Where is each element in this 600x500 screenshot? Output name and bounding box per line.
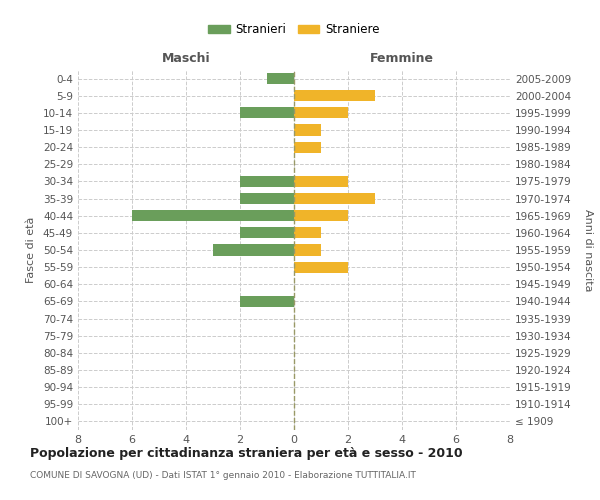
Bar [294, 244, 321, 256]
Bar [240, 296, 294, 307]
Text: Popolazione per cittadinanza straniera per età e sesso - 2010: Popolazione per cittadinanza straniera p… [30, 448, 463, 460]
Bar [294, 124, 321, 136]
Y-axis label: Anni di nascita: Anni di nascita [583, 209, 593, 291]
Bar [294, 108, 348, 118]
Bar [294, 176, 348, 187]
Bar [294, 210, 348, 222]
Bar [240, 193, 294, 204]
Bar [294, 228, 321, 238]
Bar [294, 142, 321, 152]
Bar [132, 210, 294, 222]
Bar [294, 262, 348, 272]
Bar [240, 228, 294, 238]
Bar [294, 90, 375, 102]
Bar [240, 108, 294, 118]
Legend: Stranieri, Straniere: Stranieri, Straniere [203, 18, 385, 40]
Bar [294, 193, 375, 204]
Y-axis label: Fasce di età: Fasce di età [26, 217, 36, 283]
Bar [267, 73, 294, 84]
Text: Femmine: Femmine [370, 52, 434, 65]
Text: Maschi: Maschi [161, 52, 211, 65]
Text: COMUNE DI SAVOGNA (UD) - Dati ISTAT 1° gennaio 2010 - Elaborazione TUTTITALIA.IT: COMUNE DI SAVOGNA (UD) - Dati ISTAT 1° g… [30, 471, 416, 480]
Bar [213, 244, 294, 256]
Bar [240, 176, 294, 187]
